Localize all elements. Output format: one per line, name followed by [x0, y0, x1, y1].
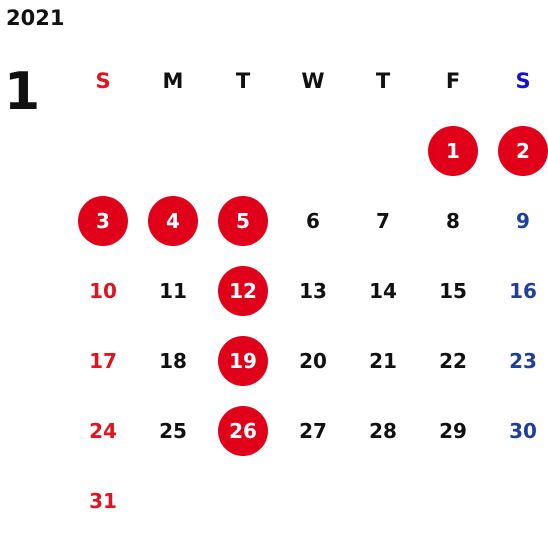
day-cell[interactable]: 21 [348, 326, 418, 396]
day-number: 14 [369, 279, 397, 303]
day-cell[interactable]: 19 [208, 326, 278, 396]
empty-day-cell [348, 116, 418, 186]
day-cell[interactable]: 26 [208, 396, 278, 466]
day-cell[interactable]: 17 [68, 326, 138, 396]
day-cell[interactable]: 9 [488, 186, 548, 256]
day-cell[interactable]: 1 [418, 116, 488, 186]
empty-day-cell [208, 116, 278, 186]
day-cell[interactable]: 7 [348, 186, 418, 256]
day-number: 15 [439, 279, 467, 303]
weekday-header-sunday: S [95, 69, 111, 93]
day-cell[interactable]: 15 [418, 256, 488, 326]
day-number: 9 [516, 209, 530, 233]
day-cell[interactable]: 16 [488, 256, 548, 326]
empty-day-cell [138, 116, 208, 186]
holiday-day-number: 3 [78, 196, 128, 246]
weekday-header-saturday: S [515, 69, 531, 93]
day-number: 22 [439, 349, 467, 373]
day-number: 10 [89, 279, 117, 303]
day-cell[interactable]: 20 [278, 326, 348, 396]
day-cell[interactable]: 23 [488, 326, 548, 396]
day-cell[interactable]: 14 [348, 256, 418, 326]
holiday-day-number: 2 [498, 126, 548, 176]
holiday-day-number: 1 [428, 126, 478, 176]
day-number: 20 [299, 349, 327, 373]
day-number: 29 [439, 419, 467, 443]
month-number: 1 [4, 62, 41, 122]
day-cell[interactable]: 8 [418, 186, 488, 256]
day-cell[interactable]: 22 [418, 326, 488, 396]
day-number: 23 [509, 349, 537, 373]
day-number: 11 [159, 279, 187, 303]
empty-day-cell [278, 116, 348, 186]
day-number: 24 [89, 419, 117, 443]
day-cell[interactable]: 25 [138, 396, 208, 466]
weekday-header-tuesday: T [235, 69, 251, 93]
day-number: 27 [299, 419, 327, 443]
day-cell[interactable]: 28 [348, 396, 418, 466]
day-number: 30 [509, 419, 537, 443]
day-cell[interactable]: 18 [138, 326, 208, 396]
day-number: 21 [369, 349, 397, 373]
holiday-day-number: 12 [218, 266, 268, 316]
day-cell[interactable]: 11 [138, 256, 208, 326]
day-number: 6 [306, 209, 320, 233]
day-number: 25 [159, 419, 187, 443]
calendar-grid: S M T W T F S 1 2 3 4 5 6 7 8 9 10 11 12 13 14 15 16 17 18 19 20 21… [68, 46, 548, 536]
day-number: 18 [159, 349, 187, 373]
day-number: 7 [376, 209, 390, 233]
day-cell[interactable]: 13 [278, 256, 348, 326]
weekday-header-monday: M [162, 69, 184, 93]
day-number: 16 [509, 279, 537, 303]
day-cell[interactable]: 2 [488, 116, 548, 186]
weekday-header-thursday: T [375, 69, 391, 93]
day-number: 13 [299, 279, 327, 303]
empty-day-cell [68, 116, 138, 186]
day-cell[interactable]: 6 [278, 186, 348, 256]
day-cell[interactable]: 12 [208, 256, 278, 326]
day-number: 28 [369, 419, 397, 443]
day-cell[interactable]: 10 [68, 256, 138, 326]
weekday-header-friday: F [445, 69, 461, 93]
day-number: 17 [89, 349, 117, 373]
day-cell[interactable]: 27 [278, 396, 348, 466]
holiday-day-number: 5 [218, 196, 268, 246]
holiday-day-number: 19 [218, 336, 268, 386]
day-number: 8 [446, 209, 460, 233]
day-cell[interactable]: 5 [208, 186, 278, 256]
year-label: 2021 [6, 6, 65, 30]
day-cell[interactable]: 29 [418, 396, 488, 466]
day-cell[interactable]: 4 [138, 186, 208, 256]
day-cell[interactable]: 24 [68, 396, 138, 466]
day-cell[interactable]: 31 [68, 466, 138, 536]
holiday-day-number: 26 [218, 406, 268, 456]
day-cell[interactable]: 30 [488, 396, 548, 466]
day-cell[interactable]: 3 [68, 186, 138, 256]
holiday-day-number: 4 [148, 196, 198, 246]
day-number: 31 [89, 489, 117, 513]
weekday-header-wednesday: W [301, 69, 325, 93]
